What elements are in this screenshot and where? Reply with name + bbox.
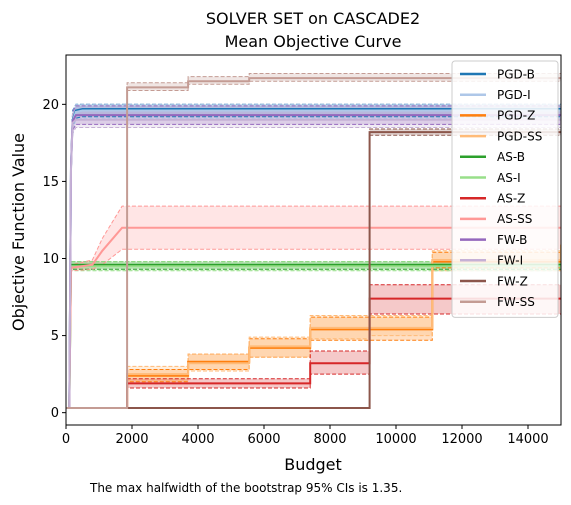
legend-label-pgd-b: PGD-B bbox=[497, 67, 535, 81]
x-tick-label: 4000 bbox=[181, 432, 214, 447]
legend-label-fw-ss: FW-SS bbox=[497, 295, 535, 309]
legend-label-as-ss: AS-SS bbox=[497, 212, 532, 226]
x-axis-label: Budget bbox=[284, 455, 342, 474]
y-tick-label: 0 bbox=[51, 406, 59, 421]
y-tick-label: 10 bbox=[42, 252, 59, 267]
x-axis: 0 2000 4000 6000 8000 10000 12000 14000 bbox=[62, 425, 549, 447]
footnote: The max halfwidth of the bootstrap 95% C… bbox=[89, 481, 402, 495]
x-tick-label: 14000 bbox=[507, 432, 548, 447]
legend-label-pgd-ss: PGD-SS bbox=[497, 129, 542, 143]
x-tick-label: 2000 bbox=[115, 432, 148, 447]
y-tick-label: 15 bbox=[42, 175, 59, 190]
y-axis-label: Objective Function Value bbox=[9, 133, 28, 331]
line-fw-ss bbox=[66, 77, 561, 409]
legend-label-fw-b: FW-B bbox=[497, 233, 527, 247]
y-axis: 0 5 10 15 20 bbox=[42, 98, 66, 421]
legend-label-as-z: AS-Z bbox=[497, 192, 525, 206]
x-tick-label: 6000 bbox=[247, 432, 280, 447]
line-pgd-ss bbox=[66, 244, 561, 409]
legend-label-as-b: AS-B bbox=[497, 150, 525, 164]
chart-title: SOLVER SET on CASCADE2 bbox=[206, 9, 420, 28]
x-tick-label: 12000 bbox=[441, 432, 482, 447]
y-tick-label: 5 bbox=[51, 329, 59, 344]
legend-label-as-i: AS-I bbox=[497, 171, 521, 185]
legend-label-fw-z: FW-Z bbox=[497, 274, 528, 288]
legend-label-pgd-z: PGD-Z bbox=[497, 109, 535, 123]
y-tick-label: 20 bbox=[42, 98, 59, 113]
legend-label-pgd-i: PGD-I bbox=[497, 88, 531, 102]
x-tick-label: 10000 bbox=[375, 432, 416, 447]
legend-label-fw-i: FW-I bbox=[497, 254, 523, 268]
chart-subtitle: Mean Objective Curve bbox=[225, 32, 402, 51]
x-tick-label: 8000 bbox=[313, 432, 346, 447]
legend-box bbox=[451, 60, 559, 318]
series-lines bbox=[66, 73, 561, 409]
plot-frame bbox=[65, 54, 562, 426]
x-tick-label: 0 bbox=[62, 432, 70, 447]
legend: PGD-B PGD-I PGD-Z PGD-SS AS-B AS-I AS-Z AS-SS FW… bbox=[451, 60, 559, 318]
